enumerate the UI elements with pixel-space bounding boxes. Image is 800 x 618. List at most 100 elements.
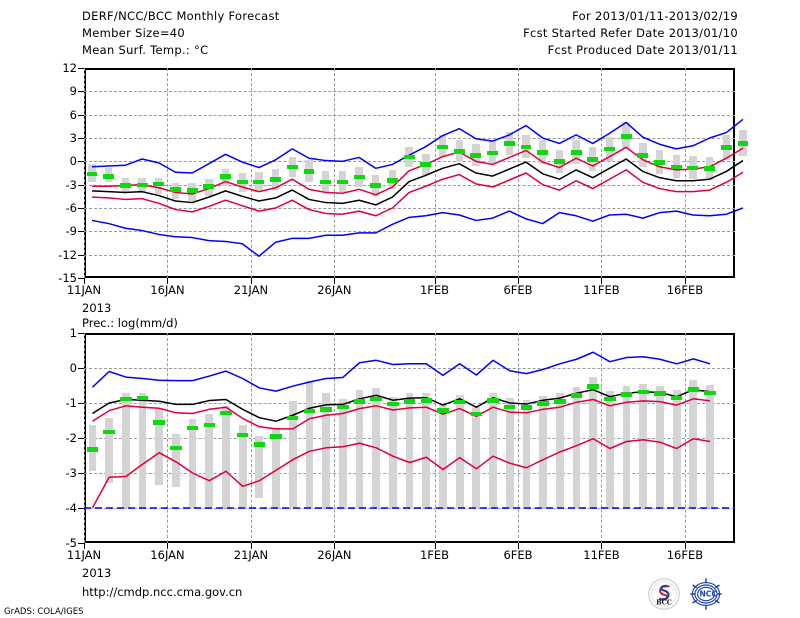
x-axis-tick-label: 11JAN (66, 283, 102, 297)
median-marker (253, 442, 266, 447)
median-marker (437, 408, 449, 413)
median-marker (136, 182, 148, 188)
x-gridline (84, 68, 85, 278)
y-axis-tick-label: -6 (65, 201, 77, 215)
median-marker (103, 429, 115, 435)
ensemble-spread-bar (338, 398, 347, 508)
series-overlay (84, 351, 735, 509)
median-marker (353, 399, 366, 404)
y-axis-tick-label: 3 (69, 131, 77, 145)
median-marker (687, 165, 699, 171)
median-marker (620, 134, 632, 139)
ensemble-spread-bar (522, 400, 531, 508)
median-marker (604, 146, 615, 152)
y-axis-tick-label: -1 (65, 396, 77, 410)
precipitation-panel-label: Prec.: log(mm/d) (82, 316, 178, 330)
y-axis-tick-label: -4 (65, 501, 77, 515)
median-marker (554, 399, 566, 404)
x-axis-tick-label: 26JAN (317, 548, 352, 562)
ensemble-spread-bar (539, 396, 547, 508)
x-axis-tick-mark (434, 543, 436, 549)
x-axis-tick-label: 11FEB (583, 548, 620, 562)
x-axis-tick-label: 1FEB (419, 548, 450, 562)
y-gridline (84, 184, 735, 186)
median-marker (637, 389, 649, 395)
median-marker (403, 154, 415, 160)
median-marker (453, 149, 465, 154)
produced-date-label: Fcst Produced Date 2013/01/11 (547, 43, 738, 57)
median-marker (86, 447, 99, 452)
ensemble-spread-bar (222, 405, 230, 508)
ensemble-spread-bar (255, 436, 264, 498)
x-axis-tick-mark (167, 278, 169, 284)
median-marker (186, 188, 198, 193)
median-marker (119, 183, 131, 188)
median-marker (86, 171, 98, 177)
y-axis-tick-mark (78, 543, 84, 544)
ensemble-spread-bar (472, 407, 481, 508)
median-marker (570, 150, 582, 155)
x-axis-tick-mark (684, 543, 686, 549)
median-marker (353, 174, 365, 180)
x-axis-tick-label: 6FEB (503, 548, 533, 562)
x-axis-tick-label: 11FEB (583, 283, 620, 297)
median-marker (303, 169, 315, 174)
median-marker (487, 150, 499, 156)
median-marker (370, 183, 382, 188)
ensemble-spread-bar (606, 391, 614, 508)
x-gridline (167, 333, 169, 543)
ensemble-spread-bar (656, 385, 664, 508)
y-axis-tick-label: -2 (65, 431, 77, 445)
x-axis-tick-mark (684, 278, 686, 284)
x-axis-tick-mark (84, 543, 85, 549)
median-marker (303, 408, 316, 414)
chart-title: DERF/NCC/BCC Monthly Forecast (82, 9, 280, 23)
median-marker (737, 141, 749, 146)
y-gridline (84, 91, 735, 93)
x-axis-tick-label: 16JAN (150, 548, 185, 562)
y-axis-tick-label: -3 (65, 466, 77, 480)
svg-text:BCC: BCC (656, 598, 672, 606)
y-axis-tick-mark (78, 333, 84, 334)
x-axis-tick-mark (601, 278, 603, 284)
x-axis-tick-mark (167, 543, 169, 549)
x-axis-tick-label: 11JAN (66, 548, 102, 562)
x-gridline (250, 68, 252, 278)
ensemble-spread-bar (505, 397, 514, 508)
ncc-logo: NCC (690, 578, 722, 610)
ensemble-spread-bar (205, 413, 214, 508)
ensemble-spread-bar (639, 383, 648, 508)
ensemble-spread-bar (589, 376, 598, 508)
median-marker (704, 166, 716, 171)
x-gridline (434, 68, 436, 278)
ensemble-spread-bar (622, 386, 631, 508)
y-axis-tick-mark (78, 473, 84, 474)
series-overlay (91, 118, 744, 257)
x-axis-tick-mark (250, 543, 252, 549)
ensemble-spread-bar (272, 427, 280, 508)
median-marker (654, 160, 665, 165)
forecast-period-label: For 2013/01/11-2013/02/19 (572, 9, 738, 23)
y-axis-tick-label: -9 (65, 224, 77, 239)
x-axis-tick-mark (518, 543, 519, 549)
median-marker (236, 432, 249, 437)
median-marker (487, 398, 499, 403)
series-line-mean (91, 158, 744, 206)
y-axis-tick-mark (78, 91, 84, 93)
x-axis-tick-mark (434, 278, 436, 284)
x-gridline (84, 333, 85, 543)
refer-date-label: Fcst Started Refer Date 2013/01/10 (523, 26, 738, 40)
y-axis-tick-label: 0 (69, 361, 77, 375)
median-marker (370, 396, 382, 402)
median-marker (203, 422, 215, 428)
median-marker (620, 392, 633, 397)
precipitation-year-label: 2013 (82, 566, 112, 580)
series-line-min (91, 207, 744, 257)
website-url[interactable]: http://cmdp.ncc.cma.gov.cn (82, 585, 243, 599)
member-size-label: Member Size=40 (82, 26, 186, 40)
series-line-mean (92, 388, 711, 422)
median-marker (470, 411, 483, 416)
y-axis-tick-label: -5 (65, 536, 77, 550)
ensemble-spread-bar (105, 417, 113, 484)
median-marker (654, 391, 666, 396)
